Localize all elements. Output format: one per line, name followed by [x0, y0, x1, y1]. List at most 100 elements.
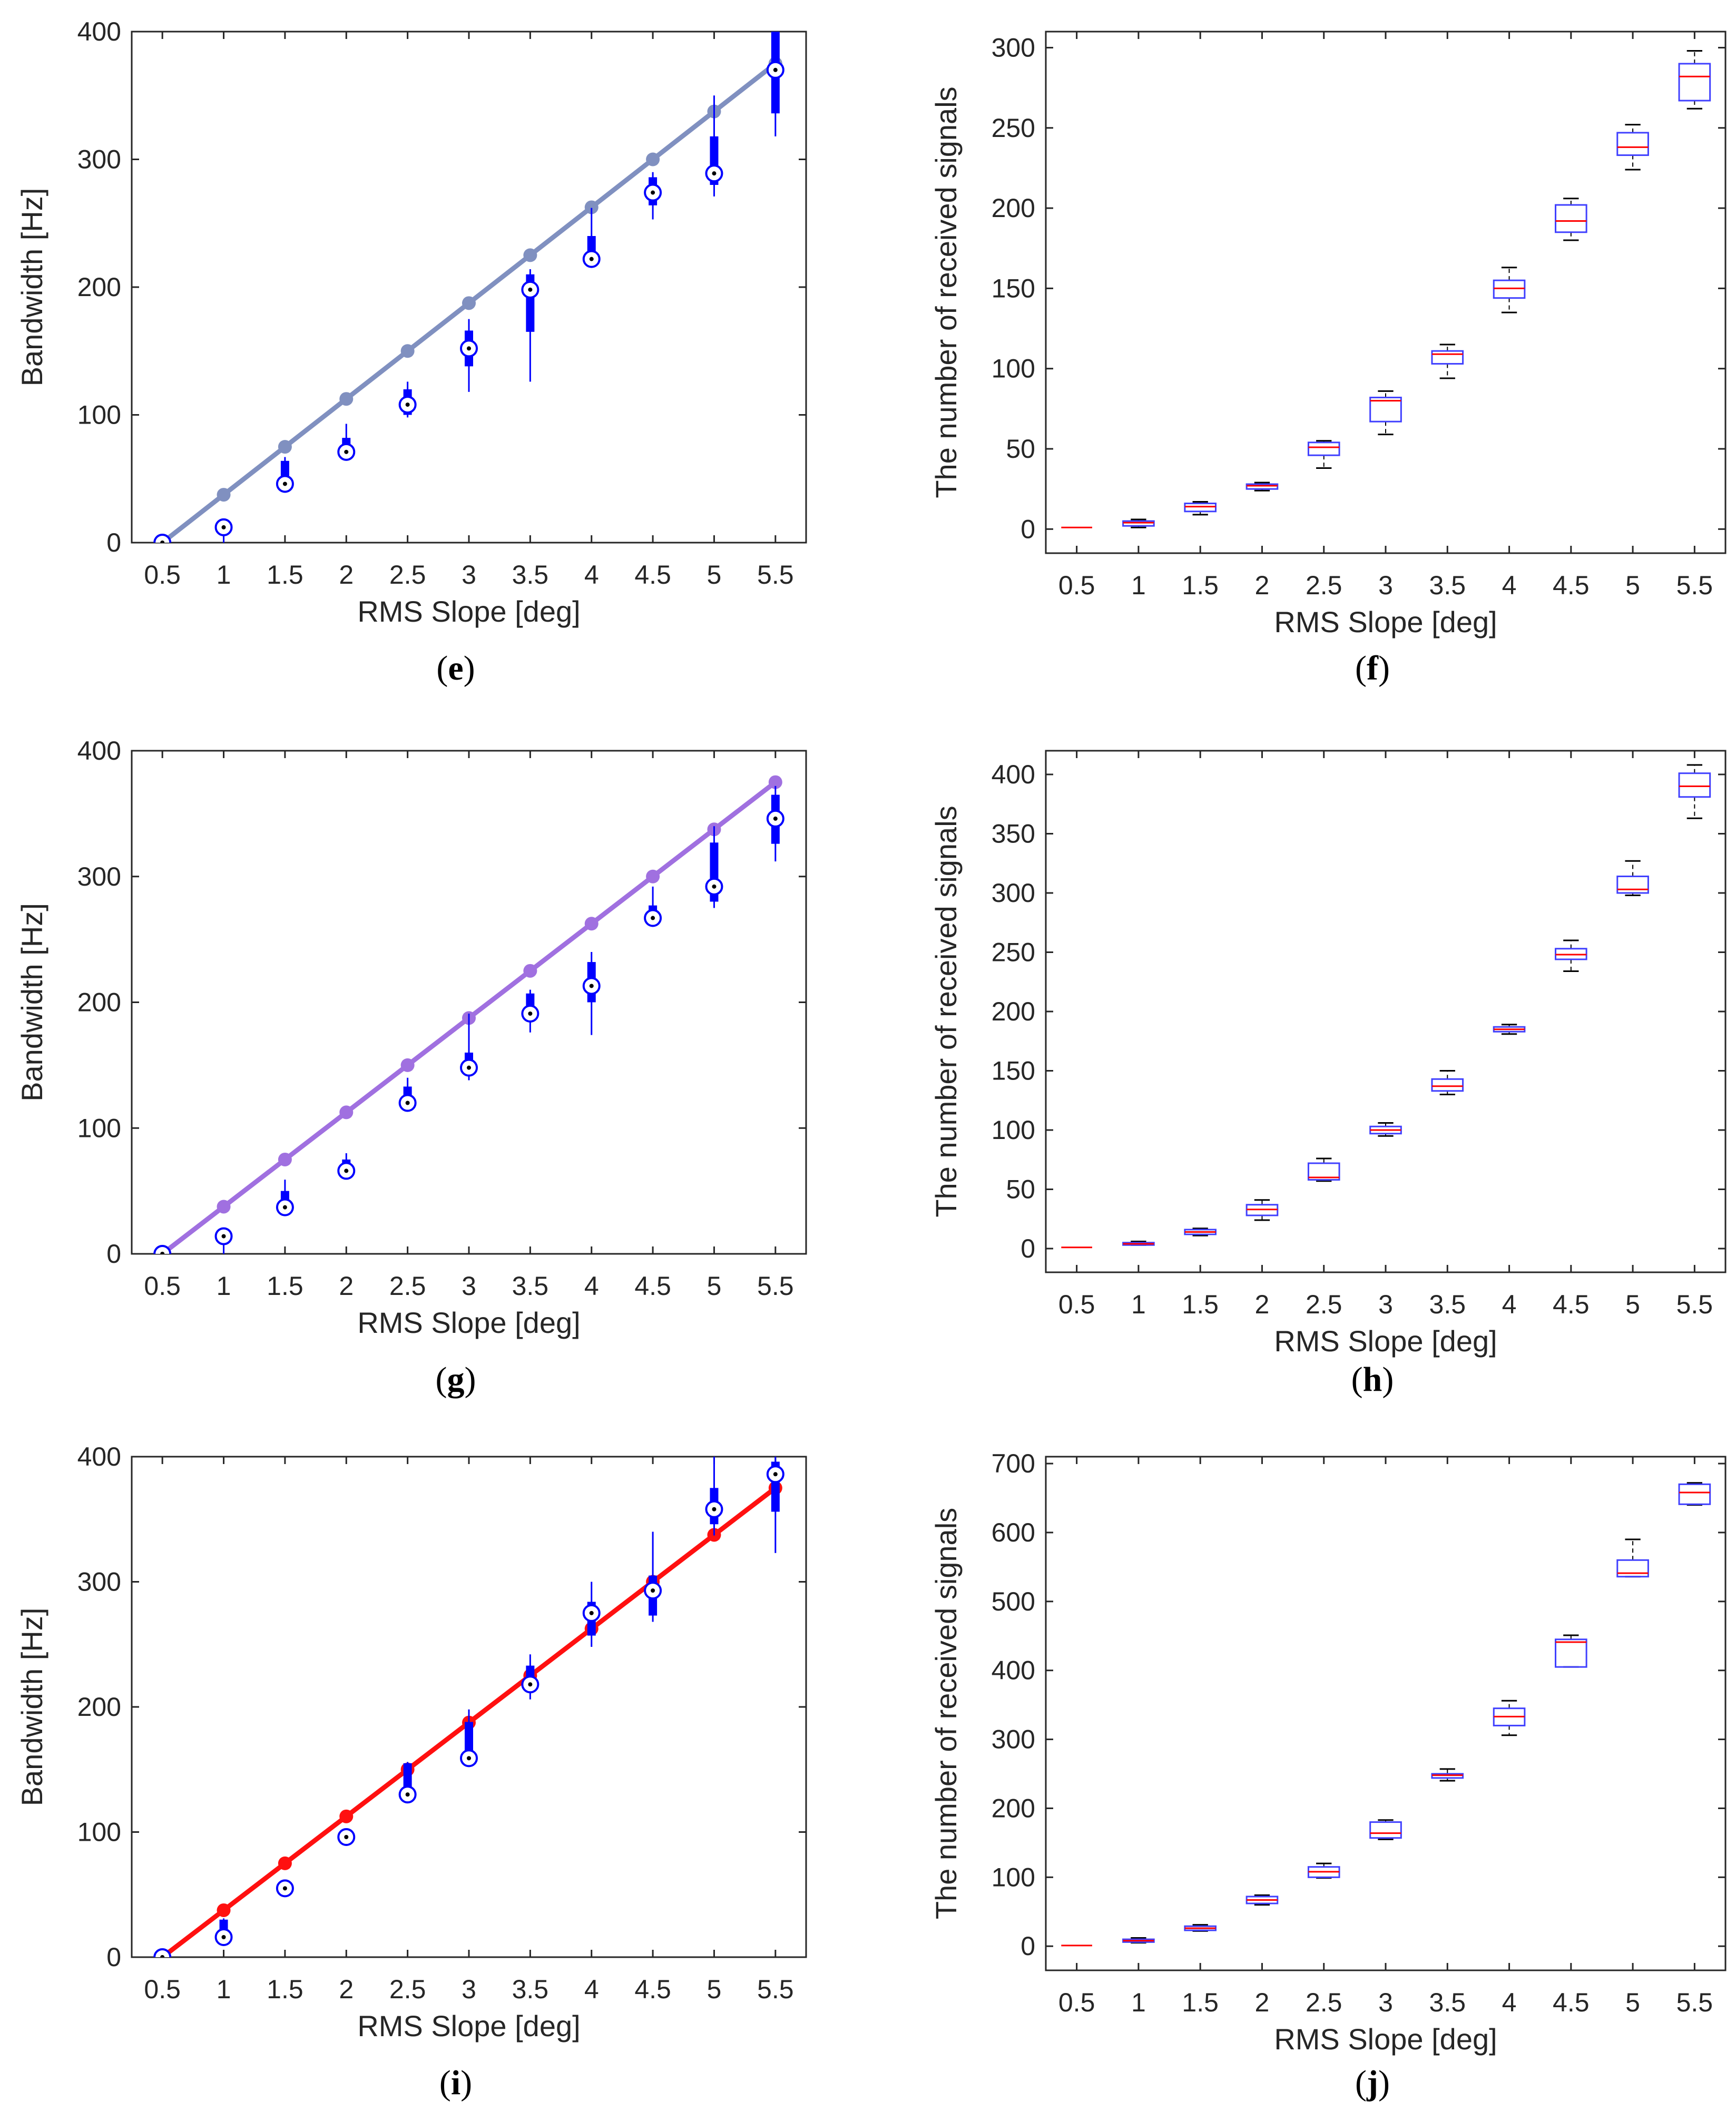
y-tick-label: 0	[106, 1239, 121, 1269]
box	[1369, 1821, 1402, 1839]
median-dot	[651, 916, 655, 920]
median-dot	[282, 1886, 287, 1891]
panel-label: (h)	[1351, 1360, 1394, 1399]
y-tick-label: 150	[992, 1056, 1035, 1086]
median-dot	[282, 1205, 287, 1210]
axes-frame	[131, 750, 807, 1255]
x-tick-label: 1.5	[267, 1271, 303, 1301]
panel-label-letter: i	[451, 2064, 460, 2102]
box	[1431, 350, 1464, 365]
y-tick-label: 200	[992, 997, 1035, 1026]
median-dot	[528, 1682, 533, 1687]
x-tick-label: 3.5	[1429, 1290, 1466, 1319]
x-tick-label: 3.5	[1429, 1988, 1466, 2017]
x-axis-label: RMS Slope [deg]	[1274, 605, 1497, 639]
x-tick-label: 0.5	[1058, 1290, 1095, 1319]
x-tick-label: 5.5	[1676, 571, 1713, 600]
x-axis-label: RMS Slope [deg]	[1274, 1324, 1497, 1358]
y-tick-label: 150	[992, 273, 1035, 303]
median-dot	[712, 171, 717, 176]
panel-label-letter: f	[1367, 649, 1379, 688]
x-tick-label: 1	[217, 560, 231, 590]
x-tick-label: 2	[339, 1975, 354, 2004]
box	[1122, 520, 1155, 527]
x-tick-label: 4.5	[634, 1271, 671, 1301]
y-tick-label: 100	[77, 1818, 121, 1847]
y-tick-label: 50	[1006, 434, 1035, 464]
plot-area	[153, 1457, 784, 1957]
panel-label: (i)	[439, 2064, 472, 2102]
y-tick-label: 0	[106, 528, 121, 557]
panel-h: 0 50 100 150 200 250 300 350 400 0.5 1 1.5 2 2.5 3 3.5 4…	[929, 750, 1727, 1399]
box	[1307, 441, 1340, 456]
x-tick-label: 3	[1378, 1290, 1393, 1319]
x-axis-label: RMS Slope [deg]	[357, 595, 580, 628]
y-tick-label: 0	[1021, 1234, 1035, 1263]
y-tick-label: 0	[1021, 514, 1035, 544]
median-marker	[153, 534, 172, 543]
median-dot	[651, 190, 655, 195]
x-tick-label: 1.5	[267, 560, 303, 590]
y-tick-label: 100	[77, 1113, 121, 1143]
median-dot	[651, 1588, 655, 1593]
median-dot	[773, 67, 778, 72]
panel-label-letter: j	[1366, 2064, 1378, 2102]
x-tick-label: 5	[1625, 1988, 1640, 2017]
x-tick-label: 4.5	[1553, 571, 1590, 600]
panel-label-close: )	[460, 2064, 472, 2102]
plot-area	[153, 32, 784, 543]
x-tick-label: 0.5	[144, 1975, 181, 2004]
y-axis-label: The number of received signals	[929, 1508, 963, 1919]
panel-label-close: )	[1378, 2064, 1390, 2102]
y-tick-label: 200	[77, 272, 121, 302]
theory-marker	[278, 1856, 292, 1870]
median-dot	[467, 1065, 471, 1070]
y-tick-label: 0	[106, 1942, 121, 1972]
x-tick-label: 3.5	[512, 1975, 549, 2004]
x-tick-label: 3.5	[1429, 571, 1466, 600]
median-dot	[344, 449, 349, 454]
x-tick-label: 3	[1378, 571, 1393, 600]
median-dot	[712, 1507, 717, 1511]
y-tick-label: 300	[992, 878, 1035, 908]
theory-marker	[768, 775, 782, 789]
y-axis-label: The number of received signals	[929, 86, 963, 498]
box	[1184, 503, 1217, 513]
panel-label-open: (	[1355, 649, 1367, 688]
box	[1245, 483, 1279, 490]
panel-label-letter: g	[447, 1360, 465, 1399]
y-tick-label: 700	[992, 1449, 1035, 1478]
theory-marker	[278, 440, 292, 454]
box	[1616, 876, 1649, 894]
median-dot	[405, 1101, 410, 1105]
x-axis-label: RMS Slope [deg]	[357, 2009, 580, 2043]
x-tick-label: 2	[1255, 1988, 1270, 2017]
y-tick-label: 100	[77, 400, 121, 430]
box	[1616, 1559, 1649, 1578]
box	[1431, 1078, 1464, 1092]
theory-marker	[400, 344, 415, 358]
median-dot	[221, 525, 226, 529]
theory-marker	[278, 1152, 292, 1166]
theory-marker	[523, 964, 537, 978]
median-dot	[528, 287, 533, 292]
x-tick-label: 2	[1255, 1290, 1270, 1319]
theory-marker	[217, 1200, 231, 1214]
x-tick-label: 4.5	[1553, 1988, 1590, 2017]
axes-frame	[131, 1456, 807, 1958]
median-dot	[344, 1168, 349, 1173]
x-tick-label: 2.5	[1306, 1290, 1342, 1319]
y-tick-label: 600	[992, 1518, 1035, 1547]
theory-marker	[400, 1058, 415, 1072]
panel-i: 0 100 200 300 400 0.5 1 1.5 2 2.5 3 3.5 4 4.5 5 5.5 RMS …	[15, 1442, 807, 2102]
x-tick-label: 3.5	[512, 1271, 549, 1301]
x-tick-label: 4	[1502, 1988, 1517, 2017]
y-axis-label: Bandwidth [Hz]	[15, 903, 48, 1102]
panel-label: (e)	[436, 649, 475, 688]
x-tick-label: 2.5	[389, 560, 426, 590]
box	[465, 1722, 473, 1759]
panel-label-open: (	[436, 1360, 447, 1399]
y-tick-label: 400	[77, 17, 121, 46]
x-tick-label: 2.5	[1306, 1988, 1342, 2017]
theory-marker	[523, 248, 537, 262]
